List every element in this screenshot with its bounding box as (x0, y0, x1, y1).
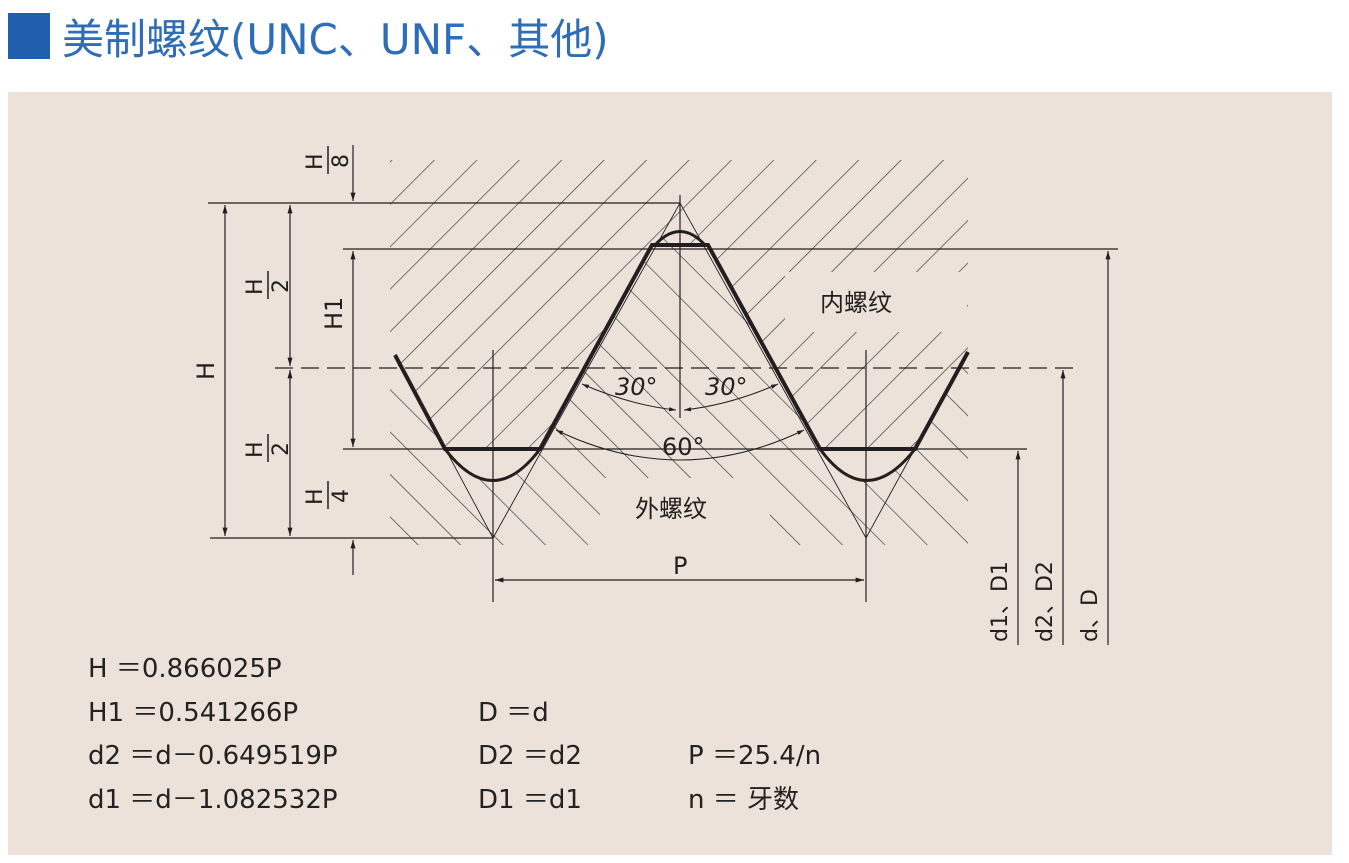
pitch-label: P (673, 552, 687, 580)
svg-text:H: H (243, 278, 268, 295)
formula-d2: d2 ＝d－0.649519P (88, 741, 338, 771)
formula-P: P ＝25.4/n (688, 741, 822, 771)
svg-text:H: H (303, 153, 328, 170)
svg-text:8: 8 (329, 154, 354, 168)
H1-label: H1 (320, 297, 348, 330)
formula-n: n ＝ 牙数 (688, 785, 800, 815)
svg-text:2: 2 (269, 442, 294, 456)
formula-D2: D2 ＝d2 (478, 741, 582, 771)
svg-text:2: 2 (269, 279, 294, 293)
H-over-2-top: H 2 (243, 271, 294, 299)
svg-text:H: H (243, 441, 268, 458)
thread-profile (393, 243, 970, 451)
formula-H: H ＝0.866025P (88, 654, 282, 684)
internal-thread-hatch (390, 160, 968, 449)
d-D-label: d、D (1078, 589, 1103, 642)
title-text: 美制螺纹(UNC、UNF、其他) (62, 14, 609, 64)
d2-D2-label: d2、D2 (1033, 561, 1058, 642)
title-square-icon (8, 13, 50, 59)
formula-D: D ＝d (478, 698, 549, 728)
external-thread-label: 外螺纹 (635, 495, 707, 523)
internal-thread-label: 内螺纹 (820, 289, 892, 317)
external-thread-hatch (390, 231, 968, 545)
angle-total-label: 60° (662, 433, 705, 461)
H-over-8: H 8 (303, 146, 354, 174)
svg-text:H: H (303, 488, 328, 505)
angle-left-label: 30° (615, 373, 658, 401)
formula-d1: d1 ＝d－1.082532P (88, 785, 338, 815)
H-label: H (192, 362, 220, 380)
formula-D1: D1 ＝d1 (478, 785, 582, 815)
H-over-2-bottom: H 2 (243, 434, 294, 462)
H-over-4: H 4 (303, 481, 354, 509)
svg-text:4: 4 (329, 489, 354, 503)
page-title: 美制螺纹(UNC、UNF、其他) (8, 8, 609, 64)
d1-D1-label: d1、D1 (988, 561, 1013, 642)
formula-H1: H1 ＝0.541266P (88, 698, 299, 728)
angle-right-label: 30° (705, 373, 748, 401)
